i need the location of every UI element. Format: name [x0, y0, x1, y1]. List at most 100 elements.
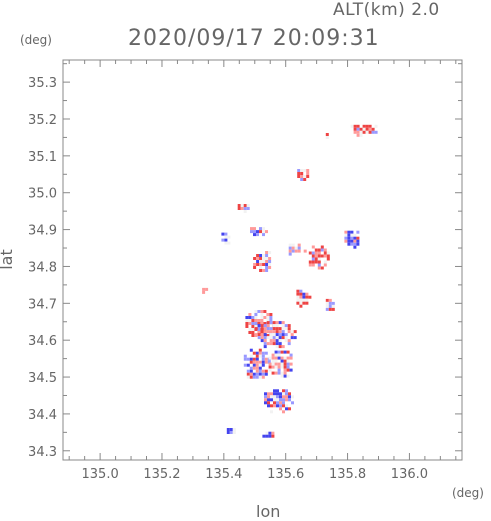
echo-cell — [243, 357, 247, 361]
echo-cell — [265, 257, 269, 260]
echo-cell — [362, 124, 366, 128]
echo-cell — [365, 124, 369, 128]
echo-cell — [268, 257, 272, 260]
echo-cell — [276, 392, 279, 396]
echo-cell — [266, 324, 270, 328]
echo-cell — [257, 336, 261, 340]
echo-cell — [297, 172, 301, 175]
echo-cell — [300, 175, 304, 178]
echo-cell — [262, 230, 265, 234]
echo-cell — [311, 254, 315, 258]
echo-cell — [245, 322, 249, 325]
echo-cell — [288, 407, 291, 411]
altitude-label: ALT(km) 2.0 — [333, 0, 440, 20]
echo-cell — [299, 292, 303, 296]
echo-cell — [286, 365, 290, 369]
echo-cell — [320, 248, 324, 252]
echo-cell — [268, 362, 272, 366]
echo-cell — [302, 298, 306, 302]
axis-ticks — [63, 60, 462, 460]
echo-cell — [224, 235, 228, 239]
echo-cell — [263, 339, 267, 343]
echo-cell — [259, 263, 263, 266]
y-tick-label: 34.3 — [28, 445, 57, 460]
echo-cell — [282, 389, 285, 393]
echo-cell — [275, 333, 279, 337]
echo-cell — [243, 207, 247, 210]
echo-cell — [255, 375, 259, 379]
echo-cell — [251, 328, 255, 331]
echo-cell — [253, 233, 256, 237]
echo-cell — [269, 327, 273, 331]
echo-cell — [245, 316, 249, 319]
echo-cell — [269, 330, 273, 334]
echo-cell — [320, 266, 324, 270]
echo-cell — [280, 365, 284, 369]
echo-cell — [251, 316, 255, 319]
echo-cell — [350, 233, 354, 237]
echo-cell — [374, 124, 378, 128]
echo-cell — [278, 330, 282, 334]
echo-cell — [281, 324, 285, 328]
echo-cell — [317, 251, 321, 255]
echo-cell — [275, 339, 279, 343]
echo-cell — [262, 227, 265, 231]
echo-cell — [258, 375, 262, 379]
echo-cell — [261, 354, 265, 358]
echo-cell — [287, 324, 291, 328]
echo-cell — [284, 336, 288, 340]
echo-cell — [305, 301, 309, 305]
echo-cell — [288, 398, 291, 402]
echo-cell — [344, 236, 348, 240]
x-tick-label: 135.6 — [267, 467, 304, 482]
echo-cell — [303, 249, 307, 253]
echo-cell — [265, 251, 269, 254]
echo-cell — [297, 175, 301, 178]
echo-cell — [277, 362, 281, 366]
echo-cell — [311, 251, 315, 255]
echo-cell — [287, 327, 291, 331]
echo-cell — [250, 230, 253, 234]
echo-cell — [269, 319, 273, 322]
echo-cell — [260, 336, 264, 340]
echo-cell — [266, 336, 270, 340]
echo-cell — [274, 356, 278, 360]
echo-cell — [249, 375, 253, 379]
echo-cell — [300, 178, 304, 181]
echo-cell — [317, 248, 321, 252]
echo-cell — [272, 327, 276, 331]
echo-cell — [249, 354, 253, 358]
echo-cell — [268, 434, 272, 438]
y-tick-label: 35.1 — [28, 150, 57, 165]
echo-cell — [297, 246, 301, 250]
echo-cell — [285, 398, 288, 402]
echo-cell — [273, 404, 276, 408]
echo-cell — [258, 351, 262, 355]
echo-cell — [248, 328, 252, 331]
echo-cell — [347, 242, 351, 246]
y-tick-label: 35.3 — [28, 76, 57, 91]
echo-cell — [300, 172, 304, 175]
echo-cell — [248, 313, 252, 316]
echo-cell — [311, 263, 315, 267]
echo-cell — [287, 330, 291, 334]
echo-cell — [258, 348, 262, 352]
echo-cell — [282, 404, 285, 408]
x-tick-label: 135.2 — [143, 467, 180, 482]
echo-cell — [237, 204, 241, 207]
echo-cell — [362, 130, 366, 134]
echo-cell — [317, 260, 321, 264]
echo-cell — [296, 292, 300, 296]
echo-cell — [317, 254, 321, 258]
echo-cell — [323, 260, 327, 264]
plot-frame — [62, 59, 463, 461]
echo-cell — [291, 243, 295, 247]
echo-cell — [255, 363, 259, 367]
echo-cell — [356, 230, 360, 234]
echo-cell — [279, 404, 282, 408]
echo-cell — [291, 249, 295, 253]
echo-cell — [290, 336, 294, 340]
echo-cell — [255, 369, 259, 373]
echo-cell — [268, 260, 272, 263]
echo-cell — [278, 321, 282, 325]
